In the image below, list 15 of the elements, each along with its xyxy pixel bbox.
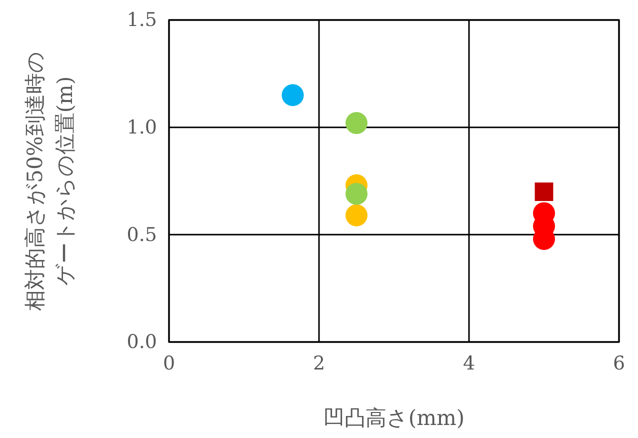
x-tick-label: 0: [162, 352, 176, 374]
point: [346, 112, 368, 134]
point: [346, 182, 368, 205]
x-tick-label: 6: [612, 352, 626, 374]
x-tick-label: 2: [312, 352, 326, 374]
y-tick-label: 1.5: [126, 9, 157, 32]
y-axis-title: 相対的高さが50%到達時のゲートからの位置(m): [23, 51, 77, 311]
y-tick-label: 1.0: [126, 116, 157, 138]
x-axis-title: 凹凸高さ(mm): [323, 406, 465, 430]
y-tick-label: 0.5: [126, 224, 157, 246]
point: [346, 204, 368, 226]
point: [534, 182, 554, 201]
x-tick-label: 4: [462, 352, 476, 374]
point: [282, 84, 304, 106]
y-tick-label: 0.0: [126, 331, 157, 354]
